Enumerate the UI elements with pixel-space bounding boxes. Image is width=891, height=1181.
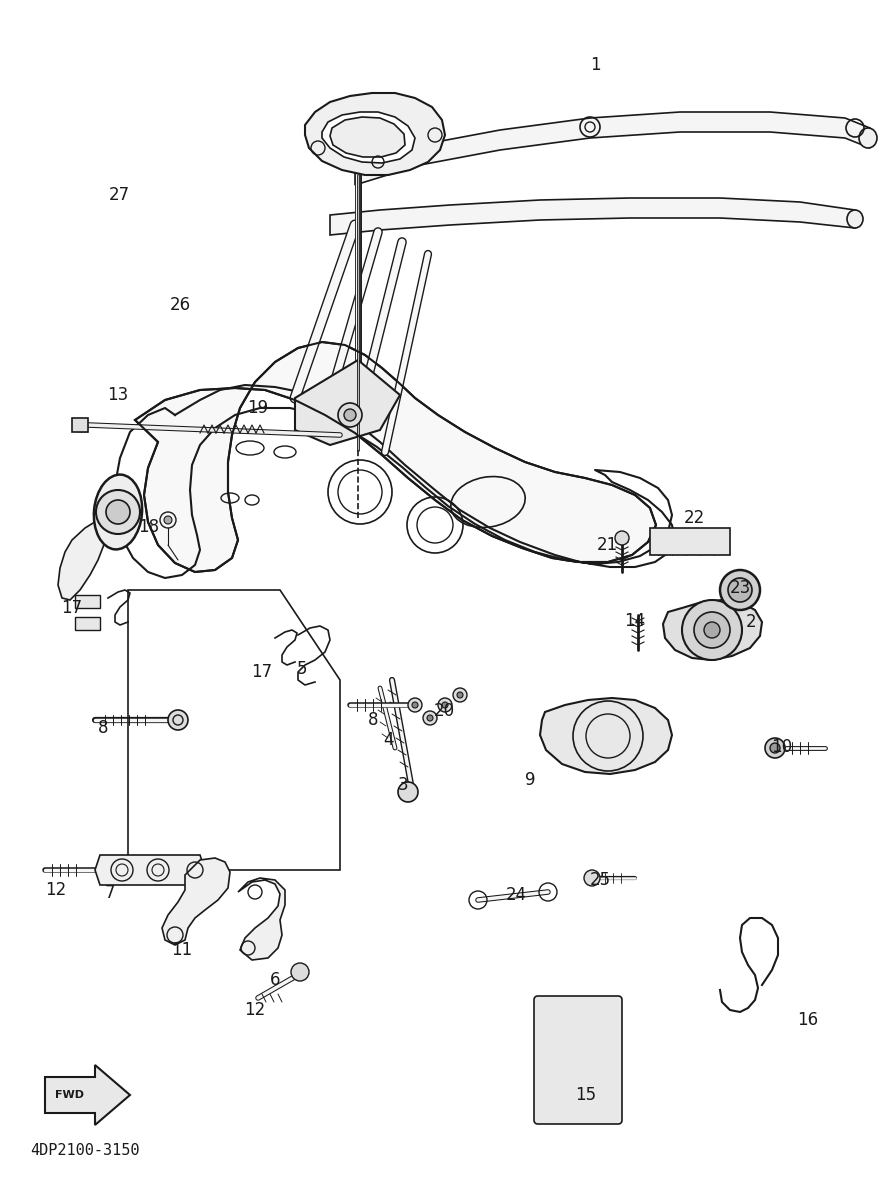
Circle shape [584,870,600,886]
Polygon shape [330,198,855,235]
Circle shape [106,500,130,524]
Circle shape [457,692,463,698]
Circle shape [704,622,720,638]
Circle shape [96,490,140,534]
Polygon shape [135,342,656,572]
Polygon shape [72,418,88,432]
Text: 19: 19 [248,399,268,417]
Text: 11: 11 [171,941,192,959]
Text: 8: 8 [368,711,379,729]
Polygon shape [75,616,100,629]
Polygon shape [663,600,762,660]
Text: 3: 3 [397,776,408,794]
Ellipse shape [847,210,863,228]
Circle shape [291,963,309,981]
Text: 2: 2 [746,613,756,631]
Polygon shape [330,117,405,157]
Text: 17: 17 [251,663,273,681]
Circle shape [398,782,418,802]
Ellipse shape [859,128,877,148]
Polygon shape [162,859,230,945]
Polygon shape [75,595,100,608]
Text: 1: 1 [590,56,601,74]
Polygon shape [322,112,415,163]
Circle shape [344,409,356,420]
Circle shape [438,698,452,712]
Text: 4DP2100-3150: 4DP2100-3150 [30,1143,140,1159]
Text: 26: 26 [169,296,191,314]
Text: 25: 25 [590,872,610,889]
Polygon shape [45,1065,130,1125]
Polygon shape [58,513,118,600]
Polygon shape [238,877,285,960]
Circle shape [338,403,362,428]
Circle shape [442,702,448,707]
Circle shape [427,715,433,720]
Polygon shape [95,855,205,885]
Circle shape [164,516,172,524]
Circle shape [765,738,785,758]
Text: 27: 27 [109,185,129,204]
Polygon shape [355,112,870,185]
Circle shape [453,689,467,702]
Text: FWD: FWD [55,1090,85,1100]
Text: 9: 9 [525,771,535,789]
Circle shape [694,612,730,648]
Polygon shape [650,528,730,555]
Circle shape [720,570,760,611]
Circle shape [423,711,437,725]
Text: 5: 5 [297,660,307,678]
Polygon shape [305,93,445,175]
FancyBboxPatch shape [534,996,622,1124]
Text: 6: 6 [270,971,281,988]
Text: 16: 16 [797,1011,819,1029]
Circle shape [728,578,752,602]
Circle shape [412,702,418,707]
Circle shape [615,531,629,544]
Text: 23: 23 [730,579,750,598]
Text: 10: 10 [772,738,793,756]
Text: 7: 7 [105,885,115,902]
Text: 15: 15 [576,1087,597,1104]
Text: 4: 4 [383,731,393,749]
Text: 24: 24 [505,886,527,903]
Polygon shape [540,698,672,774]
Circle shape [168,710,188,730]
Polygon shape [295,360,400,445]
Text: 18: 18 [138,518,159,536]
Text: 8: 8 [98,719,108,737]
Text: 21: 21 [596,536,617,554]
Ellipse shape [94,475,143,549]
Text: 12: 12 [45,881,67,899]
Text: 20: 20 [433,702,454,720]
Text: 13: 13 [108,386,128,404]
Text: 12: 12 [244,1001,266,1019]
Circle shape [770,743,780,753]
Circle shape [408,698,422,712]
Text: 14: 14 [625,612,646,629]
Text: 17: 17 [61,599,83,616]
Text: 22: 22 [683,509,705,527]
Circle shape [682,600,742,660]
